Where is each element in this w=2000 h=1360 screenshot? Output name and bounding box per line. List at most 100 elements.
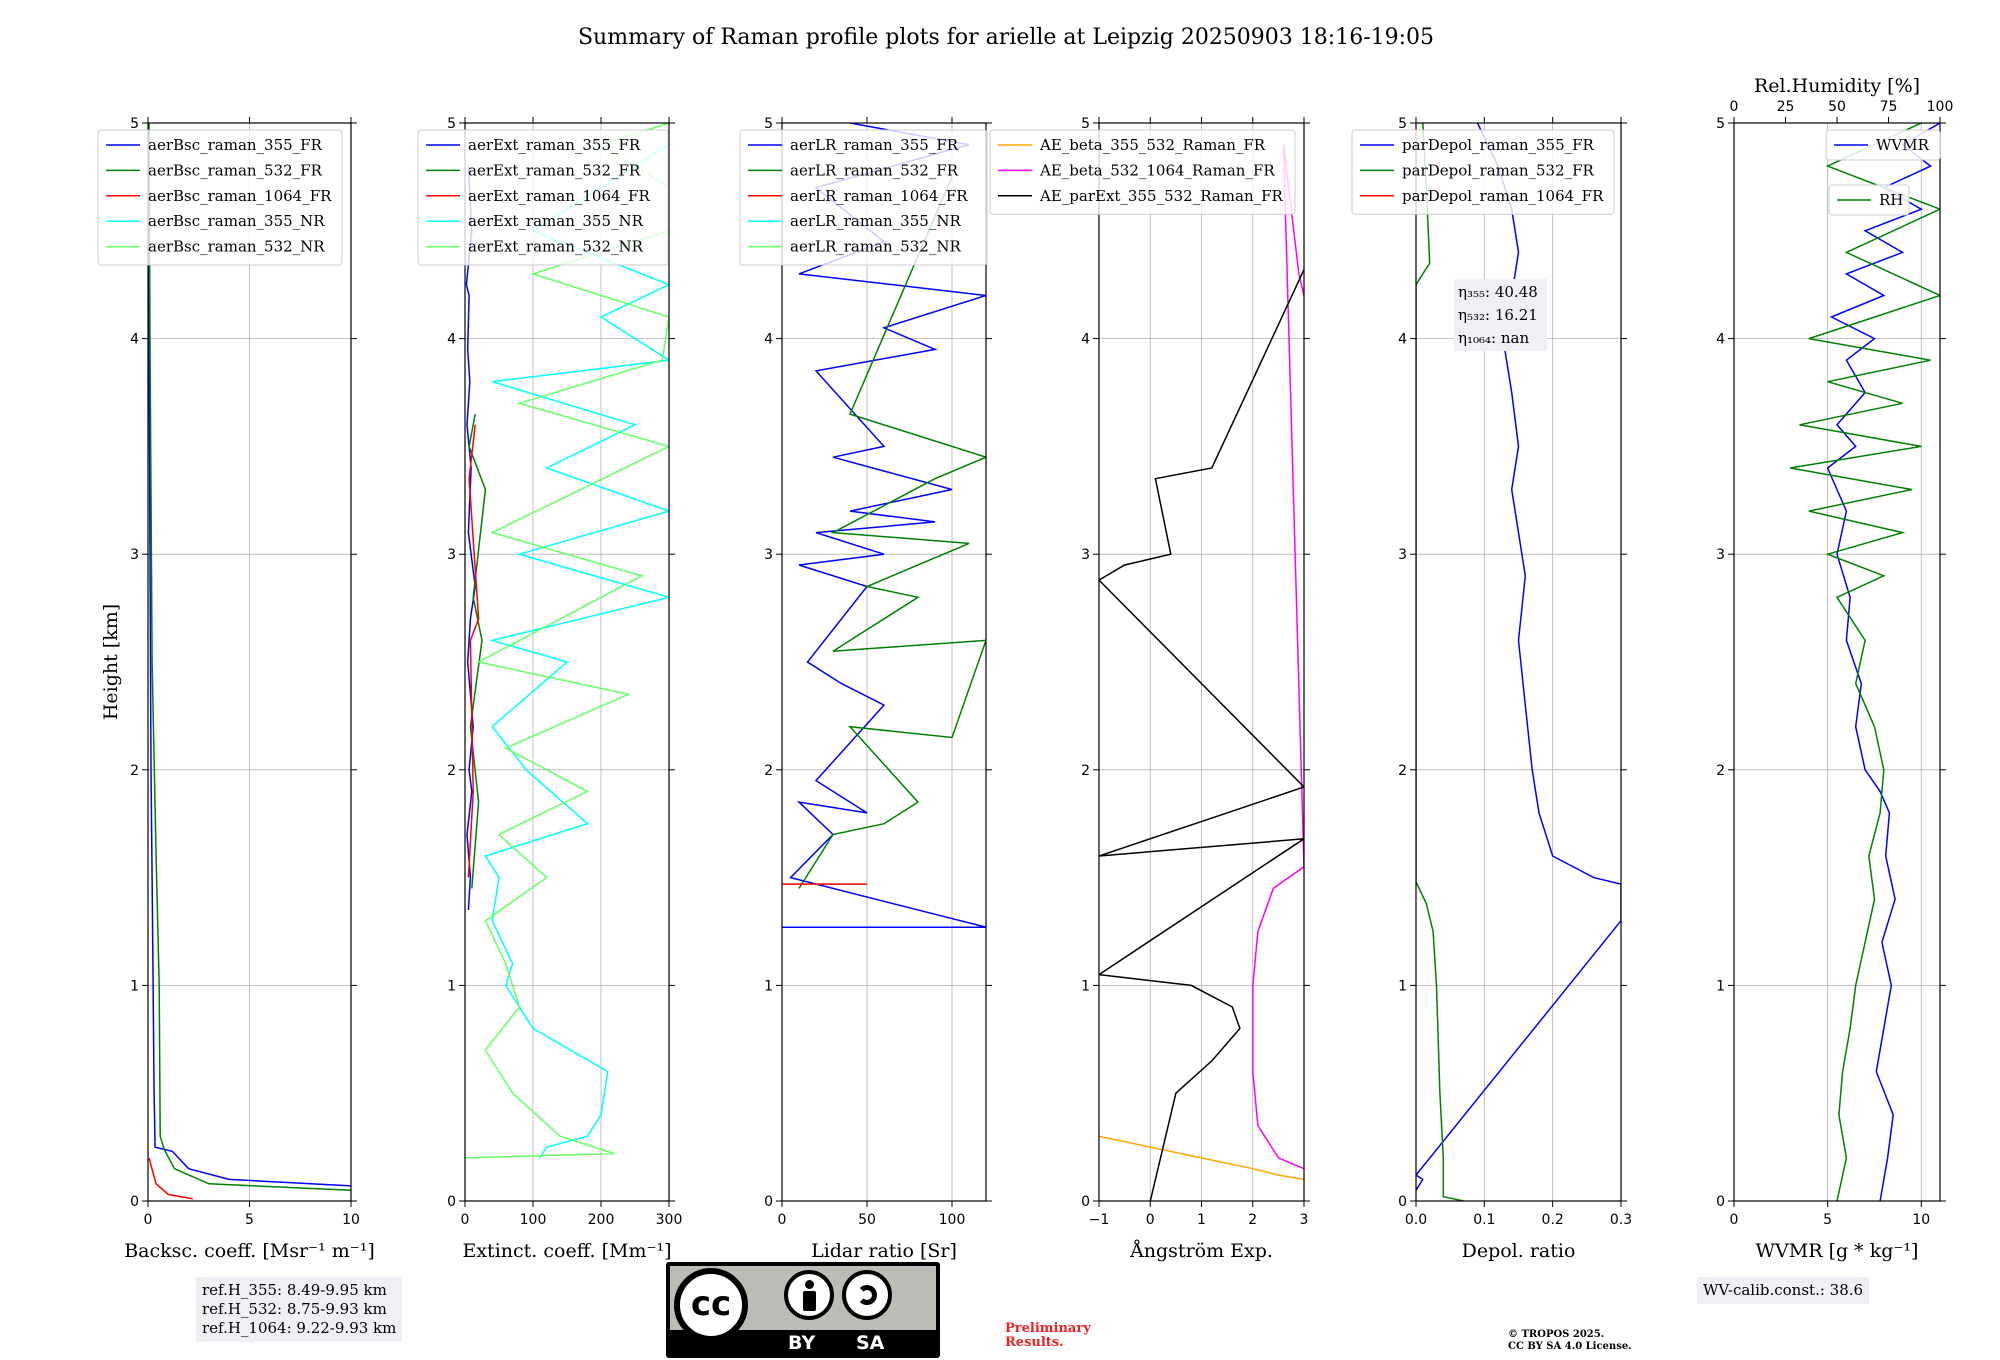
series-group <box>148 123 351 1200</box>
legend-entry: parDepol_raman_355_FR <box>1402 136 1595 154</box>
x-tick-label: 100 <box>939 1212 966 1228</box>
axes-frame <box>781 122 987 1202</box>
y-tick-label: 0 <box>130 1194 139 1210</box>
legend[interactable]: aerBsc_raman_355_FR aerBsc_raman_532_FRae… <box>97 129 343 266</box>
x-tick-label: 50 <box>858 1212 876 1228</box>
y-tick-label: 2 <box>1081 763 1090 779</box>
y-tick-label: 5 <box>1716 116 1725 132</box>
x-tick-label: 3 <box>1300 1212 1309 1228</box>
axes-frame <box>1415 122 1622 1202</box>
y-tick-label: 3 <box>764 547 773 563</box>
series-line-parDepol_raman_532_FR <box>1416 123 1464 1201</box>
eta-value: η₃₅₅: 40.48 <box>1458 283 1538 301</box>
x-tick-label: −1 <box>1089 1212 1110 1228</box>
x2-axis-label: Rel.Humidity [%] <box>1754 75 1920 97</box>
legend-entry: aerLR_raman_532_NR <box>790 238 961 256</box>
y-tick-label: 0 <box>1398 1194 1407 1210</box>
legend-entry: WVMR <box>1876 136 1930 154</box>
series-line-AE_beta_355_532_Raman_FR <box>1099 1135 1304 1181</box>
y-tick-label: 2 <box>130 763 139 779</box>
y-tick-label: 4 <box>1398 332 1407 348</box>
x-tick-label: 10 <box>342 1212 360 1228</box>
series-group <box>1790 123 1940 1201</box>
eta-value: η₅₃₂: 16.21 <box>1458 306 1538 324</box>
y-axis-label: Height [km] <box>100 604 122 720</box>
legend-entry: aerLR_raman_355_FR <box>790 136 959 154</box>
y-tick-label: 1 <box>130 978 139 994</box>
legend-RH[interactable]: RH <box>1828 184 1910 216</box>
attribution-person-icon <box>784 1270 834 1320</box>
legend-entry: aerBsc_raman_532_NR <box>148 238 325 256</box>
series-line-aerLR_raman_532_FR <box>798 176 986 889</box>
y-tick-label: 3 <box>130 547 139 563</box>
series-line-aerBsc_raman_1064_FR <box>148 1157 193 1200</box>
series-line-AE_beta_532_1064_Raman_FR <box>1252 144 1304 1170</box>
legend[interactable]: aerExt_raman_355_FR aerExt_raman_532_FRae… <box>417 129 669 266</box>
y-tick-label: 5 <box>447 116 456 132</box>
cc-by-sa-license-badge[interactable]: cc BY SA <box>666 1262 940 1358</box>
legend-frame <box>417 129 669 266</box>
x-tick-label: 100 <box>520 1212 547 1228</box>
x-tick-label: 0 <box>461 1212 470 1228</box>
x2-tick-label: 0 <box>1730 99 1739 115</box>
y-tick-label: 0 <box>764 1194 773 1210</box>
legend[interactable]: parDepol_raman_355_FR parDepol_raman_532_… <box>1351 129 1615 215</box>
legend-frame <box>97 129 343 266</box>
by-label: BY <box>788 1332 816 1354</box>
y-tick-label: 1 <box>1716 978 1725 994</box>
legend[interactable]: aerLR_raman_355_FR aerLR_raman_532_FR aerL… <box>739 129 988 266</box>
series-line-aerBsc_raman_532_FR <box>148 123 351 1191</box>
x-axis-label: WVMR [g * kg⁻¹] <box>1756 1240 1919 1262</box>
copyright-line-1: © TROPOS 2025. <box>1508 1329 1605 1340</box>
x-axis-label: Lidar ratio [Sr] <box>811 1240 957 1262</box>
y-tick-label: 1 <box>1081 978 1090 994</box>
ref-height-1064: ref.H_1064: 9.22-9.93 km <box>202 1319 397 1337</box>
y-tick-label: 5 <box>1398 116 1407 132</box>
preliminary-line-1: Preliminary <box>1005 1321 1091 1336</box>
x-tick-label: 0 <box>1730 1212 1739 1228</box>
series-line-aerBsc_raman_355_FR <box>148 123 351 1187</box>
y-tick-label: 2 <box>764 763 773 779</box>
ref-height-532: ref.H_532: 8.75-9.93 km <box>202 1300 387 1318</box>
series-group <box>465 123 669 1159</box>
x-tick-label: 0.3 <box>1610 1212 1632 1228</box>
y-tick-label: 3 <box>1398 547 1407 563</box>
figure-title: Summary of Raman profile plots for ariel… <box>578 25 1434 50</box>
x-axis-label: Backsc. coeff. [Msr⁻¹ m⁻¹] <box>124 1240 375 1262</box>
y-tick-label: 4 <box>1081 332 1090 348</box>
legend-entry: AE_beta_532_1064_Raman_FR <box>1039 161 1275 179</box>
panel-5: 0 1 2 3 4 5 0.0 0.1 0.2 0.3 Depol. ratio parDepol_r… <box>1351 116 1632 1262</box>
cc-logo-icon: cc <box>674 1268 748 1342</box>
series-line-RH <box>1790 123 1940 1201</box>
y-tick-label: 2 <box>447 763 456 779</box>
legend-entry: aerExt_raman_532_NR <box>468 238 644 256</box>
legend-frame <box>739 129 988 266</box>
series-line-WVMR <box>1826 123 1940 1201</box>
legend-entry: aerBsc_raman_532_FR <box>148 161 323 179</box>
legend-WVMR[interactable]: WVMR <box>1825 129 1941 161</box>
x2-tick-label: 75 <box>1880 99 1898 115</box>
series-line-aerExt_raman_355_NR <box>484 143 669 1159</box>
legend[interactable]: AE_beta_355_532_Raman_FR AE_beta_532_1064… <box>989 129 1296 215</box>
legend-entry: aerExt_raman_1064_FR <box>468 187 650 205</box>
legend-entry: aerExt_raman_355_FR <box>468 136 641 154</box>
axes-frame <box>1733 122 1941 1202</box>
y-tick-label: 2 <box>1398 763 1407 779</box>
y-tick-label: 3 <box>1716 547 1725 563</box>
panel-4: 0 1 2 3 4 5 −1 0 1 2 3 Ångström Exp. AE_beta_355_532… <box>989 116 1310 1262</box>
y-tick-label: 5 <box>1081 116 1090 132</box>
series-line-aerLR_raman_355_FR <box>782 123 986 928</box>
x-tick-label: 0.1 <box>1473 1212 1495 1228</box>
axes-frame <box>1098 122 1305 1202</box>
x-axis-label: Depol. ratio <box>1462 1240 1576 1262</box>
series-line-aerExt_raman_532_NR <box>465 123 669 1159</box>
cc-logo-text: cc <box>690 1284 732 1324</box>
preliminary-results-note: Preliminary Results. <box>1005 1322 1091 1350</box>
preliminary-line-2: Results. <box>1005 1335 1064 1350</box>
y-tick-label: 4 <box>764 332 773 348</box>
series-group <box>782 123 986 928</box>
x-tick-label: 0.0 <box>1405 1212 1427 1228</box>
y-tick-label: 4 <box>130 332 139 348</box>
